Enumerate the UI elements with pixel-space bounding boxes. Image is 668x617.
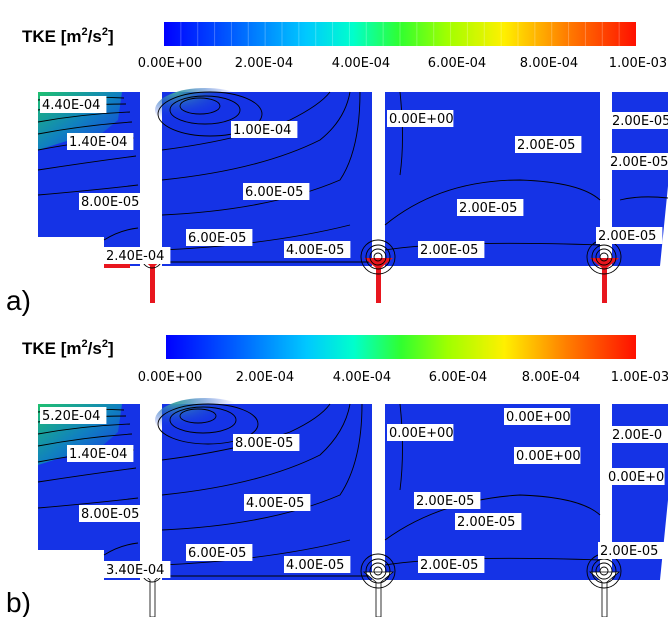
- contour-label-box: [610, 112, 668, 129]
- contour-label-box: [608, 153, 668, 170]
- contour-label-box: [414, 492, 481, 509]
- contour-labels-a: 4.40E-04 1.40E-04 8.00E-05 2.40E-04 1.00E-04…: [40, 96, 668, 264]
- contour-label: 0.00E+0: [608, 470, 664, 485]
- contour-label: 6.00E-05: [188, 546, 246, 561]
- contour-label-box: [104, 247, 171, 264]
- contour-label-box: [186, 544, 253, 561]
- contour-label-box: [67, 445, 134, 462]
- contour-label-box: [598, 542, 665, 559]
- tick-label: 0.00E+00: [138, 370, 203, 385]
- legend-title-b: TKE [m2/s2]: [22, 338, 114, 358]
- colorbar-a: [164, 22, 636, 46]
- contour-label-box: [40, 96, 107, 113]
- contour-label: 4.00E-05: [286, 558, 344, 573]
- contour-label-box: [418, 556, 485, 573]
- contour-label: 2.00E-05: [420, 558, 478, 573]
- contour-label-box: [504, 408, 571, 425]
- fins-a: [104, 256, 619, 303]
- contour-label: 2.00E-05: [457, 515, 515, 530]
- tick-label: 0.00E+00: [138, 56, 203, 71]
- contour-label-box: [67, 133, 134, 150]
- contour-label-box: [233, 434, 300, 451]
- domain-region-2: [162, 404, 372, 580]
- contour-label: 2.00E-05: [459, 201, 517, 216]
- contour-label: 2.00E-0: [612, 428, 662, 443]
- tick-label: 8.00E-04: [522, 370, 580, 385]
- tick-label: 6.00E-04: [428, 56, 486, 71]
- contour-label-box: [387, 424, 454, 441]
- contour-label: 6.00E-05: [188, 231, 246, 246]
- contour-label: 4.40E-04: [42, 98, 100, 113]
- panel-letter-b: b): [6, 587, 31, 617]
- contour-label-box: [514, 447, 581, 464]
- contour-label: 2.00E-05: [598, 229, 656, 244]
- contour-label-box: [284, 556, 351, 573]
- colorbar-ticks-a: 0.00E+00 2.00E-04 4.00E-04 6.00E-04 8.00…: [138, 56, 668, 71]
- contour-label-box: [596, 227, 663, 244]
- contour-label: 2.00E-05: [416, 494, 474, 509]
- domain-region-4: [612, 92, 668, 266]
- contour-label-box: [606, 468, 665, 485]
- contour-label: 2.00E-05: [600, 544, 658, 559]
- tick-label: 6.00E-04: [429, 370, 487, 385]
- contour-label: 0.00E+00: [389, 112, 454, 127]
- contours-region-2: [157, 403, 372, 577]
- domain-region-4: [612, 404, 668, 580]
- contour-label: 2.00E-05: [420, 243, 478, 258]
- tick-label: 4.00E-04: [333, 370, 391, 385]
- contour-label: 6.00E-05: [245, 185, 303, 200]
- contour-label-box: [186, 229, 253, 246]
- contour-label: 1.40E-04: [69, 135, 127, 150]
- colorbar-b: [166, 335, 636, 359]
- contour-label-box: [387, 110, 454, 127]
- legend-title-a: TKE [m2/s2]: [22, 26, 114, 46]
- contour-label-box: [610, 426, 668, 443]
- contour-label: 3.40E-04: [106, 563, 164, 578]
- contour-label: 1.00E-04: [233, 123, 291, 138]
- tick-label: 8.00E-04: [520, 56, 578, 71]
- domain-region-3: [385, 92, 600, 266]
- panel-a: TKE [m2/s2] 0.00E+00 2.00E-04 4.00E-04 6…: [6, 22, 668, 316]
- contour-label: 4.00E-05: [246, 496, 304, 511]
- contours-region-2: [157, 91, 372, 263]
- contour-label-box: [244, 494, 311, 511]
- contour-label: 0.00E+00: [506, 410, 571, 425]
- contour-label-box: [515, 136, 582, 153]
- contour-labels-b: 5.20E-04 1.40E-04 8.00E-05 3.40E-04 8.00E-05…: [40, 407, 668, 578]
- colorbar-ticks-b: 0.00E+00 2.00E-04 4.00E-04 6.00E-04 8.00…: [138, 370, 668, 385]
- contour-label: 2.40E-04: [106, 249, 164, 264]
- contour-label-box: [243, 183, 310, 200]
- tick-label: 1.00E-03: [611, 370, 668, 385]
- tick-label: 1.00E-03: [609, 56, 667, 71]
- contour-label-box: [418, 241, 485, 258]
- panel-letter-a: a): [6, 285, 31, 316]
- tick-label: 2.00E-04: [236, 370, 294, 385]
- contour-label: 2.00E-05: [610, 155, 668, 170]
- contour-label-box: [79, 193, 146, 210]
- contour-label-box: [79, 505, 146, 522]
- contour-label-box: [457, 199, 524, 216]
- contour-label: 5.20E-04: [42, 409, 100, 424]
- tick-label: 2.00E-04: [235, 56, 293, 71]
- contour-label: 0.00E+00: [389, 426, 454, 441]
- contour-label: 1.40E-04: [69, 447, 127, 462]
- contour-label: 4.00E-05: [286, 243, 344, 258]
- panel-b: TKE [m2/s2] 0.00E+00 2.00E-04 4.00E-04 6…: [6, 335, 668, 617]
- contour-label: 8.00E-05: [235, 436, 293, 451]
- contour-label: 2.00E-05: [612, 114, 668, 129]
- contour-label-box: [284, 241, 351, 258]
- contour-label: 0.00E+00: [516, 449, 581, 464]
- contour-label-box: [455, 513, 522, 530]
- contour-label: 8.00E-05: [81, 507, 139, 522]
- contour-label: 2.00E-05: [517, 138, 575, 153]
- contour-label-box: [40, 407, 107, 424]
- tick-label: 4.00E-04: [332, 56, 390, 71]
- contour-label-box: [231, 121, 298, 138]
- contour-label: 8.00E-05: [81, 195, 139, 210]
- contour-label-box: [104, 561, 171, 578]
